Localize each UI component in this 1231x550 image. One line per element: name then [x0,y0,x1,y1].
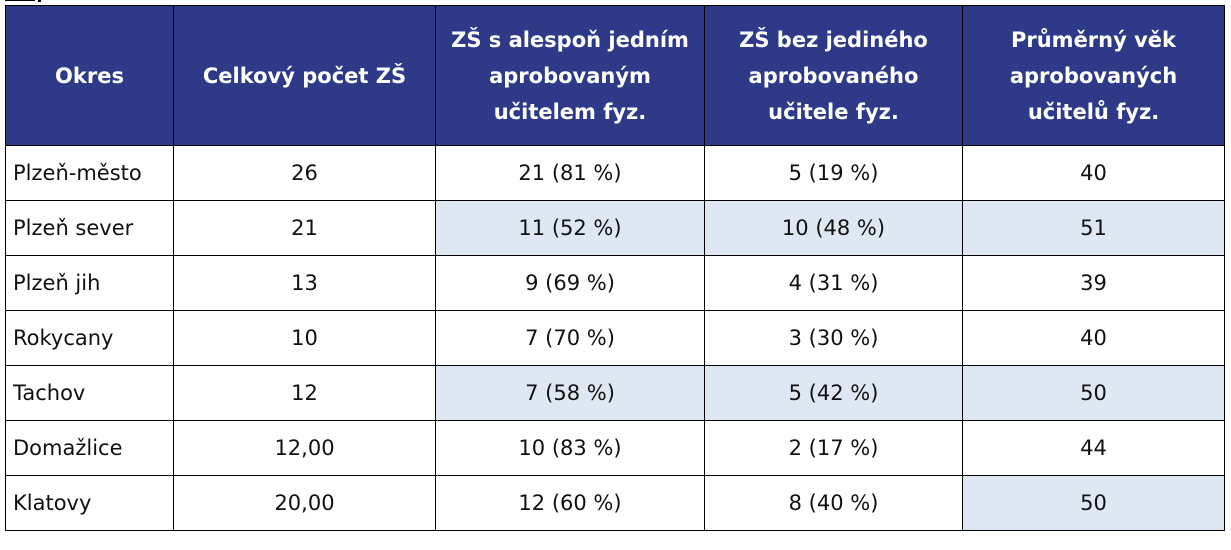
cell-without-teacher: 3 (30 %) [704,310,963,366]
table-row: Domažlice 12,00 10 (83 %) 2 (17 %) 44 [5,420,1225,476]
cell-average-age: 50 [962,475,1225,531]
cell-district: Tachov [5,365,174,421]
cell-without-teacher: 10 (48 %) [704,200,963,256]
table-row: Plzeň jih 13 9 (69 %) 4 (31 %) 39 [5,255,1225,311]
cell-total-schools: 21 [173,200,436,256]
header-district: Okres [5,5,174,146]
cell-total-schools: 12,00 [173,420,436,476]
cell-without-teacher: 2 (17 %) [704,420,963,476]
cell-with-teacher: 11 (52 %) [435,200,705,256]
header-schools-without-teacher: ZŠ bez jediného aprobovaného učitele fyz… [704,5,963,146]
cell-average-age: 40 [962,310,1225,366]
cell-district: Domažlice [5,420,174,476]
cell-district: Klatovy [5,475,174,531]
header-total-schools: Celkový počet ZŠ [173,5,436,146]
cell-average-age: 44 [962,420,1225,476]
cell-average-age: 39 [962,255,1225,311]
table-row: Klatovy 20,00 12 (60 %) 8 (40 %) 50 [5,475,1225,531]
table-row: Rokycany 10 7 (70 %) 3 (30 %) 40 [5,310,1225,366]
cell-with-teacher: 21 (81 %) [435,145,705,201]
table-body: Plzeň-město 26 21 (81 %) 5 (19 %) 40 Plz… [5,145,1225,531]
header-schools-with-teacher: ZŠ s alespoň jedním aprobovaným učitelem… [435,5,705,146]
cell-without-teacher: 5 (42 %) [704,365,963,421]
cell-average-age: 51 [962,200,1225,256]
cell-total-schools: 20,00 [173,475,436,531]
cell-with-teacher: 12 (60 %) [435,475,705,531]
header-row: Okres Celkový počet ZŠ ZŠ s alespoň jedn… [5,5,1225,146]
cell-district: Plzeň-město [5,145,174,201]
cell-total-schools: 26 [173,145,436,201]
cell-total-schools: 13 [173,255,436,311]
cell-district: Plzeň jih [5,255,174,311]
table-row: Tachov 12 7 (58 %) 5 (42 %) 50 [5,365,1225,421]
cell-total-schools: 10 [173,310,436,366]
cell-without-teacher: 4 (31 %) [704,255,963,311]
cell-average-age: 50 [962,365,1225,421]
cell-without-teacher: 8 (40 %) [704,475,963,531]
table-row: Plzeň sever 21 11 (52 %) 10 (48 %) 51 [5,200,1225,256]
cell-with-teacher: 9 (69 %) [435,255,705,311]
top-rule-fragment [5,0,35,3]
cell-with-teacher: 7 (70 %) [435,310,705,366]
top-mark-fragment [38,0,41,2]
cell-without-teacher: 5 (19 %) [704,145,963,201]
cell-total-schools: 12 [173,365,436,421]
table-row: Plzeň-město 26 21 (81 %) 5 (19 %) 40 [5,145,1225,201]
district-schools-table: Okres Celkový počet ZŠ ZŠ s alespoň jedn… [5,5,1225,531]
header-average-age: Průměrný věk aprobovaných učitelů fyz. [962,5,1225,146]
cell-district: Plzeň sever [5,200,174,256]
cell-district: Rokycany [5,310,174,366]
table-header: Okres Celkový počet ZŠ ZŠ s alespoň jedn… [5,5,1225,146]
cell-with-teacher: 10 (83 %) [435,420,705,476]
cell-with-teacher: 7 (58 %) [435,365,705,421]
cell-average-age: 40 [962,145,1225,201]
